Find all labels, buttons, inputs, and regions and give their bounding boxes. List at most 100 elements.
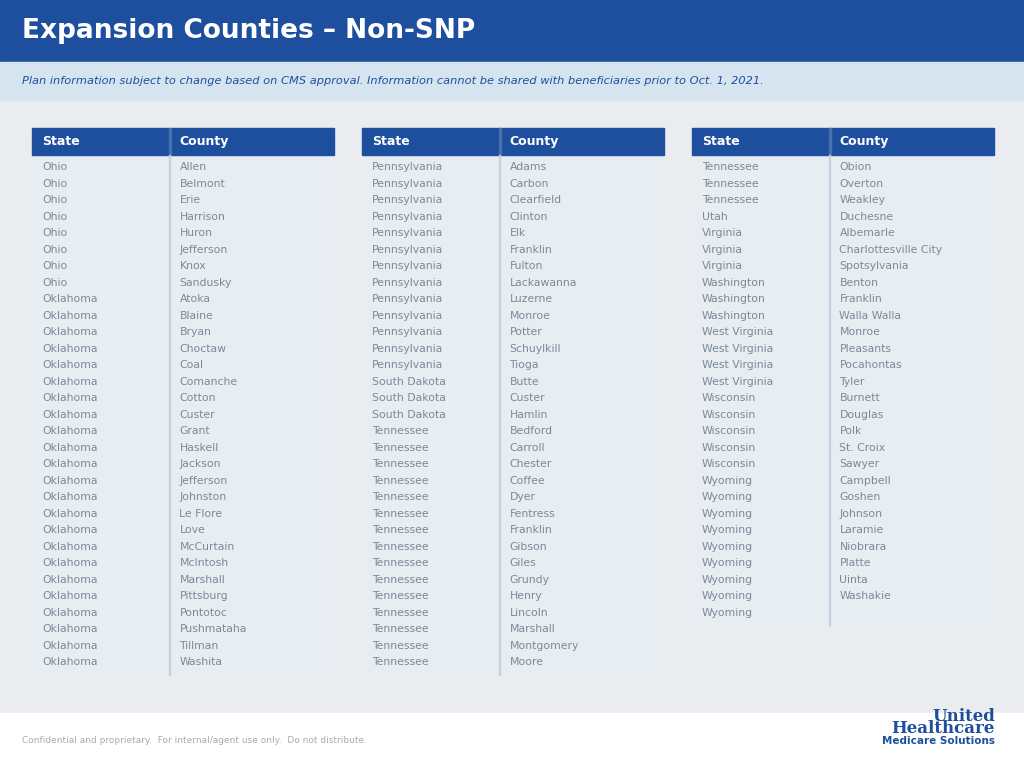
Text: McCurtain: McCurtain (179, 541, 234, 551)
Text: Ohio: Ohio (42, 162, 68, 172)
Text: Bedford: Bedford (509, 426, 553, 436)
Text: Washington: Washington (702, 311, 766, 321)
Text: Tennessee: Tennessee (372, 558, 429, 568)
Text: Wyoming: Wyoming (702, 574, 753, 584)
Text: McIntosh: McIntosh (179, 558, 228, 568)
Text: Washita: Washita (179, 657, 222, 667)
Text: Jefferson: Jefferson (179, 245, 227, 255)
Bar (692, 128, 994, 625)
Text: Chester: Chester (509, 459, 552, 469)
Bar (362, 128, 664, 155)
Text: Spotsylvania: Spotsylvania (840, 261, 909, 271)
Text: Pontotoc: Pontotoc (179, 607, 227, 617)
Text: State: State (372, 135, 410, 148)
Text: Pennsylvania: Pennsylvania (372, 311, 443, 321)
Text: Wyoming: Wyoming (702, 591, 753, 601)
Text: Clearfield: Clearfield (509, 195, 561, 205)
Text: Wisconsin: Wisconsin (702, 442, 757, 453)
Text: Ohio: Ohio (42, 228, 68, 238)
Text: Tennessee: Tennessee (372, 574, 429, 584)
Text: Oklahoma: Oklahoma (42, 525, 97, 535)
Text: Oklahoma: Oklahoma (42, 459, 97, 469)
Text: Oklahoma: Oklahoma (42, 624, 97, 634)
Text: Wisconsin: Wisconsin (702, 459, 757, 469)
Text: Pittsburg: Pittsburg (179, 591, 228, 601)
Text: Franklin: Franklin (840, 294, 882, 304)
Text: Ohio: Ohio (42, 195, 68, 205)
Text: Oklahoma: Oklahoma (42, 607, 97, 617)
Text: Custer: Custer (509, 393, 545, 403)
Text: Wyoming: Wyoming (702, 525, 753, 535)
Text: Campbell: Campbell (840, 475, 891, 485)
Text: Adams: Adams (509, 162, 547, 172)
Text: Tennessee: Tennessee (702, 179, 759, 189)
Text: Pennsylvania: Pennsylvania (372, 344, 443, 354)
Text: Uinta: Uinta (840, 574, 868, 584)
Text: Oklahoma: Oklahoma (42, 657, 97, 667)
Text: Erie: Erie (179, 195, 201, 205)
Text: Pennsylvania: Pennsylvania (372, 212, 443, 222)
Text: Allen: Allen (179, 162, 207, 172)
Text: Franklin: Franklin (509, 245, 552, 255)
Text: Cotton: Cotton (179, 393, 216, 403)
Text: Polk: Polk (840, 426, 862, 436)
Text: Knox: Knox (179, 261, 206, 271)
Bar (0, 713, 1024, 768)
Text: Walla Walla: Walla Walla (840, 311, 901, 321)
Text: Sawyer: Sawyer (840, 459, 880, 469)
Bar (0, 0, 1024, 62)
Text: Belmont: Belmont (179, 179, 225, 189)
Text: Tennessee: Tennessee (372, 591, 429, 601)
Bar (169, 128, 171, 155)
Text: Dyer: Dyer (509, 492, 536, 502)
Text: Oklahoma: Oklahoma (42, 641, 97, 650)
Text: Oklahoma: Oklahoma (42, 442, 97, 453)
Text: Pleasants: Pleasants (840, 344, 892, 354)
Bar (692, 128, 994, 155)
Text: Duchesne: Duchesne (840, 212, 894, 222)
Text: Virginia: Virginia (702, 228, 743, 238)
Bar (0, 62, 1024, 100)
Text: Oklahoma: Oklahoma (42, 410, 97, 420)
Text: Pennsylvania: Pennsylvania (372, 261, 443, 271)
Text: Marshall: Marshall (179, 574, 225, 584)
Text: Fentress: Fentress (509, 508, 555, 518)
Text: United: United (932, 708, 995, 725)
Text: Jefferson: Jefferson (179, 475, 227, 485)
Text: Oklahoma: Oklahoma (42, 393, 97, 403)
Text: Fulton: Fulton (509, 261, 543, 271)
Text: Lincoln: Lincoln (509, 607, 548, 617)
Text: State: State (42, 135, 80, 148)
Text: Oklahoma: Oklahoma (42, 377, 97, 387)
Text: Washington: Washington (702, 294, 766, 304)
Text: South Dakota: South Dakota (372, 377, 445, 387)
Text: Ohio: Ohio (42, 212, 68, 222)
Text: Tennessee: Tennessee (372, 525, 429, 535)
Text: Tennessee: Tennessee (372, 459, 429, 469)
Text: Pennsylvania: Pennsylvania (372, 228, 443, 238)
Text: Niobrara: Niobrara (840, 541, 887, 551)
Text: Montgomery: Montgomery (509, 641, 579, 650)
Text: Harrison: Harrison (179, 212, 225, 222)
Text: Douglas: Douglas (840, 410, 884, 420)
Text: Monroe: Monroe (840, 327, 881, 337)
Text: Pennsylvania: Pennsylvania (372, 245, 443, 255)
Text: Custer: Custer (179, 410, 215, 420)
Text: Johnson: Johnson (840, 508, 883, 518)
Text: Coffee: Coffee (509, 475, 545, 485)
Bar (32, 128, 334, 155)
Text: Medicare Solutions: Medicare Solutions (882, 736, 995, 746)
Text: West Virginia: West Virginia (702, 344, 773, 354)
Text: Oklahoma: Oklahoma (42, 541, 97, 551)
Text: Marshall: Marshall (509, 624, 555, 634)
Text: Franklin: Franklin (509, 525, 552, 535)
Text: Wyoming: Wyoming (702, 508, 753, 518)
Text: Bryan: Bryan (179, 327, 211, 337)
Text: Utah: Utah (702, 212, 728, 222)
Text: Gibson: Gibson (509, 541, 547, 551)
Text: County: County (509, 135, 559, 148)
Text: Grundy: Grundy (509, 574, 550, 584)
Text: Oklahoma: Oklahoma (42, 360, 97, 370)
Bar (362, 128, 664, 674)
Text: Oklahoma: Oklahoma (42, 475, 97, 485)
